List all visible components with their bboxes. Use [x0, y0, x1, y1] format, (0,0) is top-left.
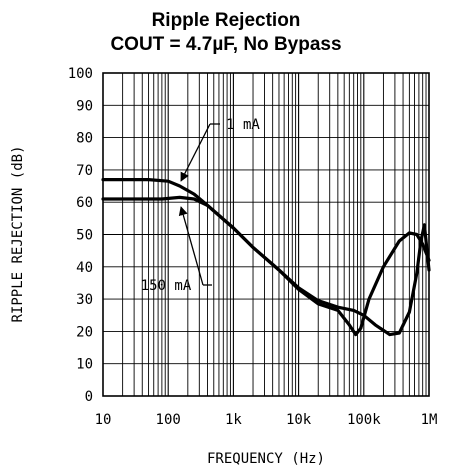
- x-tick-label: 100k: [347, 412, 381, 428]
- chart-title: Ripple Rejection: [152, 10, 301, 31]
- grid: [103, 73, 429, 396]
- annotation-label-1ma: 1 mA: [226, 117, 260, 133]
- x-tick-label: 10k: [286, 412, 312, 428]
- chart-subtitle: COUT = 4.7µF, No Bypass: [110, 34, 341, 55]
- annotation-arrow-1ma: [180, 123, 211, 182]
- y-tick-label: 60: [76, 195, 93, 211]
- annotations: 1 mA 150 mA: [141, 117, 261, 294]
- y-tick-label: 40: [76, 260, 93, 276]
- y-tick-label: 80: [76, 131, 93, 147]
- plot-frame: [102, 72, 430, 397]
- x-tick-label: 1k: [225, 412, 242, 428]
- y-tick-label: 50: [76, 228, 93, 244]
- series-line-150-ma: [101, 195, 431, 337]
- y-axis-label: RIPPLE REJECTION (dB): [10, 145, 26, 322]
- x-tick-label: 10: [95, 412, 112, 428]
- x-tick-label: 1M: [421, 412, 438, 428]
- y-tick-label: 10: [76, 357, 93, 373]
- x-tick-label: 100: [156, 412, 181, 428]
- annotation-label-150ma: 150 mA: [141, 278, 192, 294]
- annotation-arrow-150ma: [178, 206, 204, 286]
- x-axis-label: FREQUENCY (Hz): [207, 451, 325, 467]
- y-tick-label: 70: [76, 163, 93, 179]
- series-lines: [101, 178, 431, 337]
- y-tick-label: 100: [68, 66, 93, 82]
- series-line-1-ma: [101, 178, 431, 337]
- y-tick-label: 30: [76, 292, 93, 308]
- y-tick-label: 0: [85, 389, 93, 405]
- y-tick-label: 90: [76, 98, 93, 114]
- y-tick-label: 20: [76, 324, 93, 340]
